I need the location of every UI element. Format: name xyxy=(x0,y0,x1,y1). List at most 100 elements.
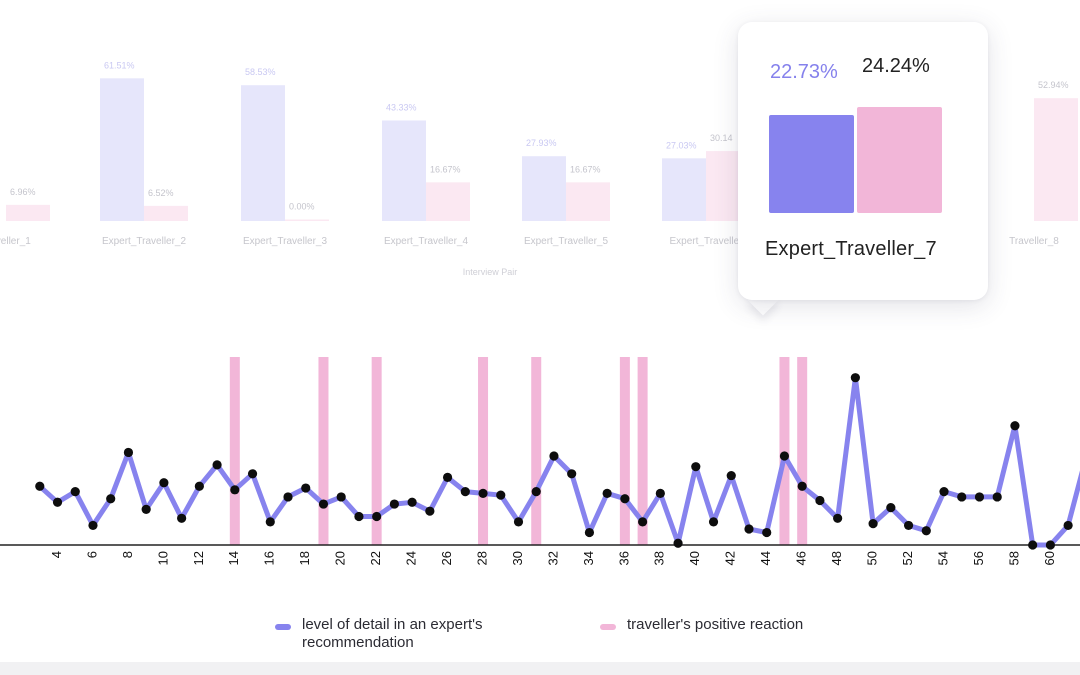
positive-reaction-bar[interactable] xyxy=(229,357,240,545)
line-point[interactable] xyxy=(88,520,98,531)
line-point[interactable] xyxy=(620,494,630,504)
legend-item-detail-level[interactable]: level of detail in an expert's recommend… xyxy=(275,616,537,652)
line-point[interactable] xyxy=(815,495,825,506)
x-tick-label: 62 xyxy=(1077,551,1080,565)
legend-item-positive-reaction[interactable]: traveller's positive reaction xyxy=(600,616,803,634)
bar-series-a-6[interactable] xyxy=(662,158,706,221)
bar-series-a-2[interactable] xyxy=(100,78,144,221)
line-point[interactable] xyxy=(567,469,577,479)
line-point[interactable] xyxy=(513,517,524,527)
positive-reaction-bar[interactable] xyxy=(531,357,542,545)
positive-reaction-bar[interactable] xyxy=(318,357,329,545)
bar-value-label: 30.14 xyxy=(710,133,733,143)
positive-reaction-bar[interactable] xyxy=(478,357,489,545)
line-point[interactable] xyxy=(744,524,754,534)
line-point[interactable] xyxy=(1063,520,1073,531)
bar-value-label: 58.53% xyxy=(245,67,276,77)
line-point[interactable] xyxy=(1010,421,1020,431)
bar-series-b-2[interactable] xyxy=(144,205,188,221)
line-point[interactable] xyxy=(212,460,222,470)
bar-series-a-4[interactable] xyxy=(382,120,426,221)
bar-series-a-3[interactable] xyxy=(241,85,285,221)
line-point[interactable] xyxy=(708,517,719,527)
positive-reaction-bar[interactable] xyxy=(619,357,630,545)
line-point[interactable] xyxy=(460,487,470,497)
line-point[interactable] xyxy=(762,527,772,538)
line-point[interactable] xyxy=(549,451,559,461)
line-point[interactable] xyxy=(797,481,807,491)
line-point[interactable] xyxy=(974,492,985,502)
x-tick-label: 22 xyxy=(368,551,383,565)
line-point[interactable] xyxy=(655,488,665,498)
line-point[interactable] xyxy=(691,462,701,472)
line-point[interactable] xyxy=(407,497,417,507)
positive-reaction-bar[interactable] xyxy=(371,357,382,545)
line-point[interactable] xyxy=(425,506,435,516)
x-tick-label: 40 xyxy=(687,551,702,565)
x-tick-label: 38 xyxy=(652,551,667,565)
x-tick-label: 50 xyxy=(865,551,880,565)
line-point[interactable] xyxy=(265,517,275,527)
tooltip-value-series-a: 22.73% xyxy=(770,61,838,83)
line-point[interactable] xyxy=(283,492,293,502)
line-point[interactable] xyxy=(1028,540,1038,550)
line-point[interactable] xyxy=(1045,540,1055,550)
positive-reaction-bar[interactable] xyxy=(797,357,808,545)
line-point[interactable] xyxy=(903,520,914,531)
line-point[interactable] xyxy=(106,494,116,504)
line-point[interactable] xyxy=(992,492,1002,502)
line-point[interactable] xyxy=(230,485,240,495)
x-tick-label: 6 xyxy=(84,551,99,558)
bar-series-b-3[interactable] xyxy=(285,219,329,222)
x-tick-label: 14 xyxy=(226,551,241,565)
line-point[interactable] xyxy=(531,487,541,497)
line-point[interactable] xyxy=(70,487,80,497)
bar-category-label: Expert_Traveller_3 xyxy=(243,236,328,247)
line-point[interactable] xyxy=(301,483,311,493)
detail-level-line[interactable] xyxy=(37,375,1080,548)
x-tick-label: 32 xyxy=(545,551,560,565)
line-point[interactable] xyxy=(939,487,949,497)
positive-reaction-bar[interactable] xyxy=(637,357,648,545)
x-tick-label: 12 xyxy=(191,551,206,565)
line-point[interactable] xyxy=(141,504,151,514)
line-point[interactable] xyxy=(194,481,204,491)
line-point[interactable] xyxy=(726,470,736,481)
line-point[interactable] xyxy=(354,511,364,522)
line-point[interactable] xyxy=(177,513,187,523)
line-point[interactable] xyxy=(336,492,346,502)
positive-reaction-bar[interactable] xyxy=(779,357,790,545)
x-tick-label: 46 xyxy=(794,551,809,565)
line-point[interactable] xyxy=(389,499,399,509)
line-point[interactable] xyxy=(673,538,683,548)
line-point[interactable] xyxy=(123,447,134,458)
line-point[interactable] xyxy=(159,478,169,488)
line-point[interactable] xyxy=(318,499,329,509)
bar-series-b-8[interactable] xyxy=(1034,98,1078,221)
line-point[interactable] xyxy=(372,511,382,522)
line-point[interactable] xyxy=(850,373,860,383)
line-point[interactable] xyxy=(779,451,790,461)
bar-chart-x-axis-title: Interview Pair xyxy=(463,267,518,277)
bar-value-label: 27.03% xyxy=(666,140,697,150)
line-point[interactable] xyxy=(247,469,258,479)
line-point[interactable] xyxy=(638,517,648,527)
line-point[interactable] xyxy=(868,519,878,529)
bar-series-a-5[interactable] xyxy=(522,156,566,221)
line-point[interactable] xyxy=(833,513,843,523)
bar-series-b-5[interactable] xyxy=(566,182,610,221)
bar-series-b-1[interactable] xyxy=(6,204,50,221)
line-point[interactable] xyxy=(602,488,612,498)
bar-series-b-4[interactable] xyxy=(426,182,470,221)
line-point[interactable] xyxy=(35,481,45,491)
line-point[interactable] xyxy=(496,490,506,500)
line-point[interactable] xyxy=(921,526,931,536)
line-point[interactable] xyxy=(584,527,595,538)
line-point[interactable] xyxy=(957,492,967,502)
line-point[interactable] xyxy=(478,488,488,498)
bar-value-label: 16.67% xyxy=(430,164,461,174)
line-point[interactable] xyxy=(52,497,63,507)
line-point[interactable] xyxy=(886,503,896,513)
bar-category-label: Expert_Traveller_5 xyxy=(524,236,609,247)
line-point[interactable] xyxy=(442,472,453,482)
